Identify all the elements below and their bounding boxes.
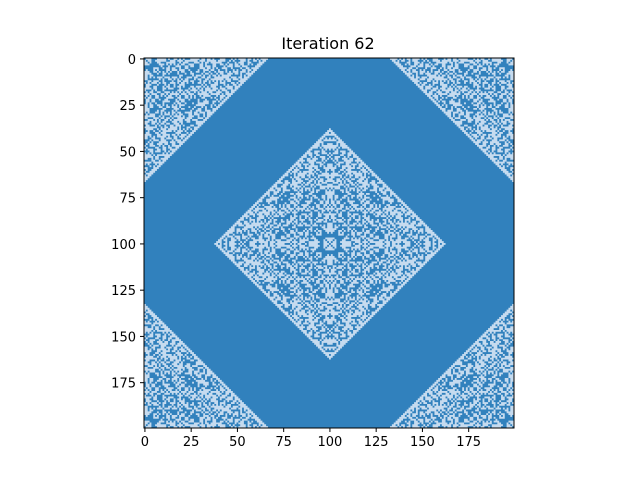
- x-tick-label: 100: [318, 435, 343, 450]
- x-tick-label: 150: [410, 435, 435, 450]
- x-tick-label: 75: [275, 435, 292, 450]
- y-tick-label: 25: [119, 99, 136, 114]
- x-tick-label: 0: [141, 435, 149, 450]
- x-axis: 0 25 50 75 100 125 150 175: [141, 428, 481, 450]
- x-tick-label: 175: [456, 435, 481, 450]
- heatmap-area: [143, 57, 515, 429]
- chart-title: Iteration 62: [281, 34, 374, 53]
- plot-frame: [143, 57, 515, 429]
- y-tick-label: 175: [111, 377, 136, 392]
- y-tick-label: 100: [111, 238, 136, 253]
- y-tick-label: 50: [119, 145, 136, 160]
- y-axis: 0 25 50 75 100 125 150 175: [111, 53, 144, 392]
- y-tick-label: 75: [119, 192, 136, 207]
- heatmap-light-cells: [144, 58, 514, 428]
- x-tick-label: 25: [183, 435, 200, 450]
- heatmap-cells: [144, 58, 514, 428]
- x-tick-label: 50: [229, 435, 246, 450]
- y-tick-label: 125: [111, 284, 136, 299]
- y-tick-label: 150: [111, 330, 136, 345]
- y-tick-label: 0: [128, 53, 136, 68]
- x-tick-label: 125: [364, 435, 389, 450]
